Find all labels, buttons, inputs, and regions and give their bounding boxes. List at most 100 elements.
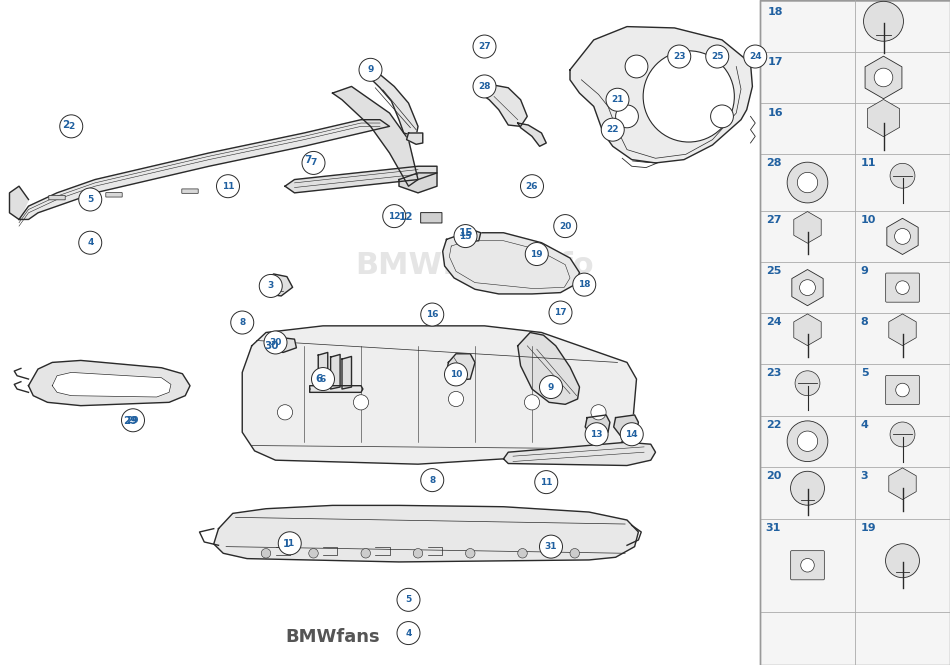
Circle shape	[790, 471, 825, 505]
Polygon shape	[614, 415, 638, 436]
Circle shape	[601, 118, 624, 141]
Text: 9: 9	[548, 382, 554, 392]
Circle shape	[788, 421, 827, 462]
Polygon shape	[369, 74, 418, 136]
Text: 29: 29	[124, 416, 138, 426]
Polygon shape	[264, 274, 293, 296]
Polygon shape	[52, 372, 171, 397]
Polygon shape	[269, 338, 296, 352]
Circle shape	[353, 395, 369, 410]
Text: 28: 28	[478, 82, 491, 91]
Text: 5: 5	[406, 595, 411, 604]
Circle shape	[620, 423, 643, 446]
Text: 4: 4	[87, 238, 93, 247]
Circle shape	[264, 331, 287, 354]
Text: 5: 5	[87, 195, 93, 204]
Circle shape	[312, 368, 334, 390]
Polygon shape	[518, 123, 546, 146]
Text: 7: 7	[304, 154, 312, 165]
Text: 17: 17	[768, 57, 783, 67]
Circle shape	[795, 371, 820, 396]
Circle shape	[448, 392, 464, 406]
Text: 27: 27	[766, 215, 781, 225]
Text: 20: 20	[766, 471, 781, 481]
FancyBboxPatch shape	[105, 193, 123, 197]
Circle shape	[801, 559, 814, 572]
Circle shape	[421, 469, 444, 491]
Circle shape	[744, 45, 767, 68]
FancyBboxPatch shape	[421, 213, 442, 223]
Text: 13: 13	[590, 430, 603, 439]
Circle shape	[397, 589, 420, 611]
Circle shape	[896, 383, 909, 397]
Text: 31: 31	[766, 523, 781, 533]
Circle shape	[896, 281, 909, 295]
Circle shape	[454, 225, 477, 247]
Text: 3: 3	[268, 281, 274, 291]
Circle shape	[278, 532, 301, 555]
Circle shape	[445, 363, 467, 386]
Polygon shape	[332, 86, 418, 186]
Polygon shape	[570, 27, 752, 163]
Circle shape	[261, 549, 271, 558]
Circle shape	[706, 45, 729, 68]
Text: BMWfans: BMWfans	[285, 628, 380, 646]
Polygon shape	[399, 173, 437, 193]
Circle shape	[540, 535, 562, 558]
Polygon shape	[518, 332, 580, 404]
Text: 1: 1	[287, 539, 293, 548]
Text: 24: 24	[766, 317, 781, 327]
Circle shape	[79, 231, 102, 254]
Polygon shape	[585, 415, 610, 436]
Text: 19: 19	[530, 249, 543, 259]
Circle shape	[585, 423, 608, 446]
Circle shape	[800, 280, 815, 295]
Polygon shape	[242, 326, 636, 464]
Text: BMWfans.info: BMWfans.info	[355, 251, 595, 281]
Text: 25: 25	[766, 266, 781, 276]
Polygon shape	[407, 133, 423, 144]
Circle shape	[606, 88, 629, 111]
Text: 4: 4	[406, 628, 411, 638]
Circle shape	[302, 152, 325, 174]
Text: 23: 23	[766, 368, 781, 378]
Text: 9: 9	[368, 65, 373, 74]
Circle shape	[521, 175, 543, 198]
Text: 16: 16	[426, 310, 439, 319]
Text: 1: 1	[283, 539, 291, 549]
Polygon shape	[484, 85, 527, 126]
Text: 5: 5	[861, 368, 868, 378]
Polygon shape	[214, 505, 638, 562]
Polygon shape	[10, 186, 28, 219]
Polygon shape	[342, 356, 352, 389]
Text: 11: 11	[861, 158, 876, 168]
Text: 14: 14	[625, 430, 638, 439]
Text: 25: 25	[711, 52, 724, 61]
Circle shape	[573, 273, 596, 296]
Circle shape	[591, 405, 606, 420]
Text: 12: 12	[399, 212, 413, 223]
Circle shape	[524, 395, 540, 410]
Circle shape	[473, 75, 496, 98]
Text: 4: 4	[861, 420, 868, 430]
Text: 9: 9	[861, 266, 868, 276]
Circle shape	[797, 172, 818, 193]
Circle shape	[788, 162, 827, 203]
Circle shape	[554, 215, 577, 237]
Circle shape	[383, 205, 406, 227]
FancyBboxPatch shape	[885, 376, 920, 404]
Text: 18: 18	[768, 7, 783, 17]
Circle shape	[259, 275, 282, 297]
FancyBboxPatch shape	[790, 551, 825, 580]
Circle shape	[79, 188, 102, 211]
Circle shape	[473, 35, 496, 58]
Text: 6: 6	[315, 374, 323, 384]
Text: 28: 28	[766, 158, 781, 168]
Text: 24: 24	[749, 52, 762, 61]
Text: 3: 3	[861, 471, 868, 481]
Text: 21: 21	[611, 95, 624, 104]
Circle shape	[890, 164, 915, 188]
Circle shape	[885, 544, 920, 578]
Text: 15: 15	[459, 227, 473, 238]
Text: 2: 2	[68, 122, 74, 131]
